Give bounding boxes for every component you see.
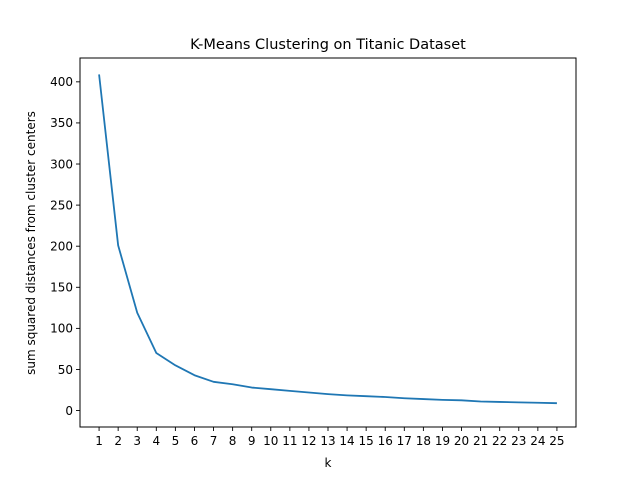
- x-tick-label: 23: [511, 434, 526, 448]
- y-tick-label: 350: [50, 116, 73, 130]
- x-tick-label: 5: [172, 434, 180, 448]
- chart-title: K-Means Clustering on Titanic Dataset: [190, 37, 466, 53]
- x-tick-label: 8: [229, 434, 237, 448]
- series-line: [98, 74, 557, 405]
- x-tick-label: 17: [397, 434, 412, 448]
- y-tick-label: 300: [50, 157, 73, 171]
- x-tick-label: 25: [549, 434, 564, 448]
- x-tick-label: 4: [152, 434, 160, 448]
- y-tick-label: 250: [50, 198, 73, 212]
- x-tick-label: 15: [359, 434, 374, 448]
- x-tick-label: 14: [339, 434, 354, 448]
- plot-frame: [79, 57, 577, 428]
- y-tick-label: 0: [65, 404, 73, 418]
- x-tick-label: 12: [301, 434, 316, 448]
- x-tick-label: 6: [191, 434, 199, 448]
- x-tick-label: 18: [416, 434, 431, 448]
- x-axis-ticks: 1 2 3 4 5 6 7 8 9 10 11 12 13 14 15 16 17 18 19 20 21 22 23 24 2…: [95, 427, 565, 448]
- x-tick-label: 13: [320, 434, 335, 448]
- y-tick-label: 150: [50, 281, 73, 295]
- x-axis-label: k: [325, 456, 332, 470]
- x-tick-label: 7: [210, 434, 218, 448]
- x-tick-label: 19: [435, 434, 450, 448]
- x-tick-label: 1: [95, 434, 103, 448]
- x-tick-label: 16: [378, 434, 393, 448]
- x-tick-label: 9: [248, 434, 256, 448]
- x-tick-label: 24: [530, 434, 545, 448]
- y-tick-label: 50: [58, 363, 73, 377]
- y-tick-label: 400: [50, 75, 73, 89]
- x-tick-label: 11: [282, 434, 297, 448]
- y-tick-label: 100: [50, 322, 73, 336]
- y-tick-label: 200: [50, 239, 73, 253]
- x-tick-label: 22: [492, 434, 507, 448]
- x-tick-label: 20: [454, 434, 469, 448]
- x-tick-label: 2: [114, 434, 122, 448]
- x-tick-label: 10: [263, 434, 278, 448]
- y-axis-ticks: 0 50 100 150 200 250 300 350 400: [50, 75, 80, 418]
- y-axis-label: sum squared distances from cluster cente…: [24, 111, 38, 375]
- x-tick-label: 21: [473, 434, 488, 448]
- x-tick-label: 3: [133, 434, 141, 448]
